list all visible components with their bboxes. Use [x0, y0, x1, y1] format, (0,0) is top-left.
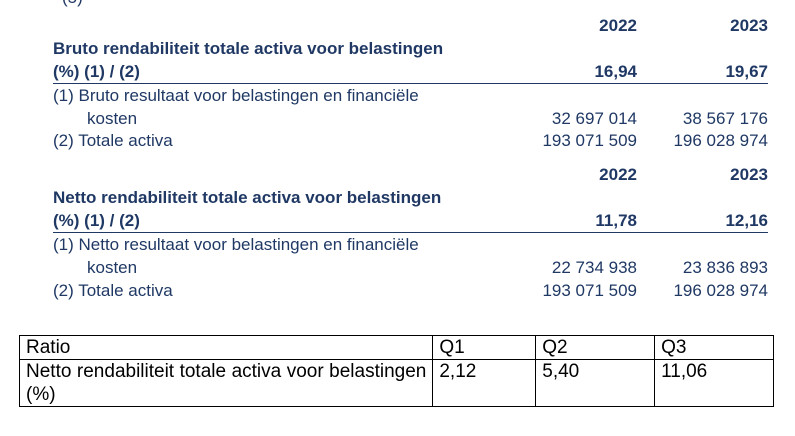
- top-fragment: (5): [62, 0, 83, 8]
- ratio-2022: 11,78: [595, 211, 637, 230]
- row-q1: 2,12: [432, 359, 537, 407]
- item1-label-cont: kosten: [87, 109, 138, 128]
- item2-2023: 196 028 974: [673, 281, 768, 300]
- ratio-2022: 16,94: [594, 62, 637, 81]
- divider-rule: [53, 232, 768, 233]
- item1-label: (1) Netto resultaat voor belastingen en …: [53, 235, 419, 254]
- item1-label: (1) Bruto resultaat voor belastingen en …: [53, 86, 419, 105]
- year-2022-header: 2022: [599, 165, 637, 184]
- item2-label: (2) Totale activa: [53, 281, 173, 300]
- section-title-formula: (%) (1) / (2): [53, 62, 140, 81]
- year-2023-header: 2023: [730, 165, 768, 184]
- header-q1: Q1: [432, 335, 537, 360]
- item1-2023: 23 836 893: [682, 258, 768, 277]
- divider-rule: [53, 83, 768, 84]
- ratio-2023: 12,16: [725, 211, 768, 230]
- item2-2022: 193 071 509: [542, 281, 637, 300]
- item1-label-cont: kosten: [87, 258, 138, 277]
- row-q2: 5,40: [535, 359, 656, 407]
- item1-2022: 22 734 938: [551, 258, 637, 277]
- item2-label: (2) Totale activa: [53, 131, 173, 150]
- item1-2023: 38 567 176: [682, 109, 768, 128]
- section-title: Bruto rendabiliteit totale activa voor b…: [53, 39, 444, 58]
- item2-2022: 193 071 509: [542, 131, 637, 150]
- year-2023-header: 2023: [730, 16, 768, 35]
- row-q3: 11,06: [654, 359, 774, 407]
- quartile-table: Ratio Q1 Q2 Q3 Netto rendabiliteit total…: [18, 335, 774, 407]
- year-2022-header: 2022: [599, 16, 637, 35]
- header-q2: Q2: [535, 335, 656, 360]
- section-title-formula: (%) (1) / (2): [53, 211, 140, 230]
- section-title: Netto rendabiliteit totale activa voor b…: [53, 188, 442, 207]
- header-ratio: Ratio: [18, 335, 434, 360]
- table-header-row: Ratio Q1 Q2 Q3: [18, 335, 774, 360]
- header-q3: Q3: [654, 335, 774, 360]
- table-row: Netto rendabiliteit totale activa voor b…: [18, 359, 774, 407]
- row-label: Netto rendabiliteit totale activa voor b…: [18, 359, 434, 407]
- item2-2023: 196 028 974: [673, 131, 768, 150]
- ratio-2023: 19,67: [725, 62, 768, 81]
- item1-2022: 32 697 014: [551, 109, 637, 128]
